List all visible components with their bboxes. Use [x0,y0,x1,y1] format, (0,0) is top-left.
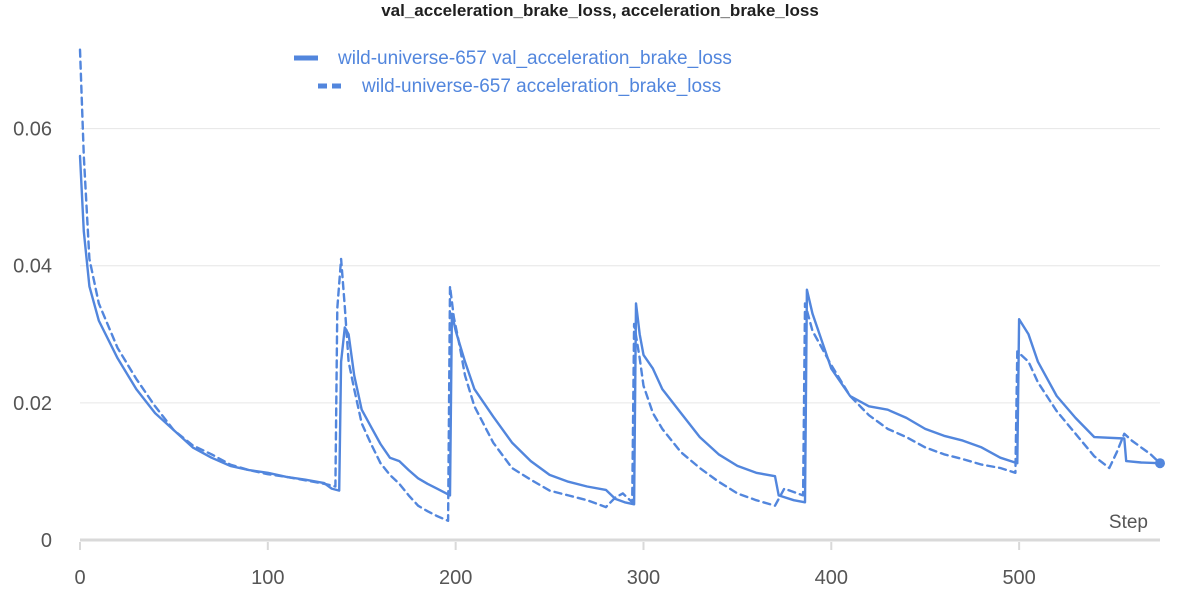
x-tick-label: 500 [1002,567,1035,589]
x-tick-label: 100 [251,567,284,589]
x-tick-label: 400 [815,567,848,589]
legend-label: wild-universe-657 acceleration_brake_los… [361,76,721,97]
series-layer [78,48,1165,522]
legend-item-dashed[interactable]: wild-universe-657 acceleration_brake_los… [318,76,721,97]
legend-item-solid[interactable]: wild-universe-657 val_acceleration_brake… [294,48,732,69]
chart-title: val_acceleration_brake_loss, acceleratio… [381,1,819,20]
legend-layer[interactable]: wild-universe-657 val_acceleration_brake… [294,48,732,97]
series-end-marker[interactable] [1155,458,1165,469]
legend-label: wild-universe-657 val_acceleration_brake… [337,48,732,69]
x-tick-label: 300 [627,567,660,589]
x-tick-label: 200 [439,567,472,589]
axis-layer: 0 0.02 0.04 0.06 0 100 200 300 400 500 Step [13,119,1160,589]
y-tick-label: 0 [41,530,52,552]
series-line-dashed[interactable] [78,48,1162,522]
grid-layer [80,128,1160,404]
x-tick-label: 0 [74,567,85,589]
series-line-solid[interactable] [78,154,1162,506]
y-tick-label: 0.02 [13,393,52,415]
x-axis-label: Step [1109,512,1148,533]
y-tick-label: 0.06 [13,119,52,141]
y-tick-label: 0.04 [13,256,52,278]
